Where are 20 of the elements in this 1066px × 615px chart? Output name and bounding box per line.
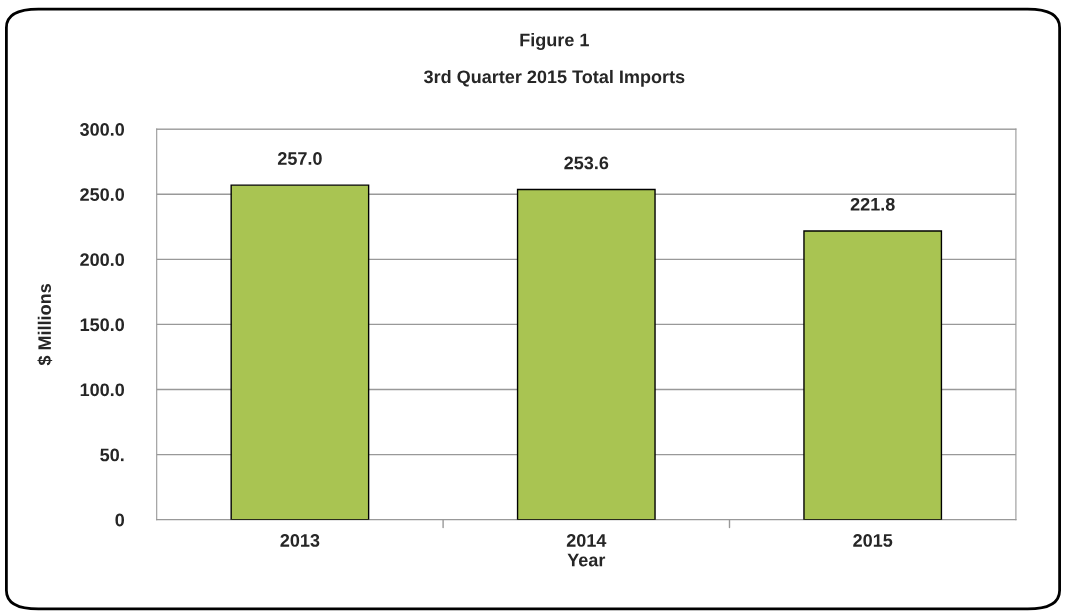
y-tick-label: 0 [115,513,125,527]
x-tick-label: 2013 [280,534,320,547]
x-tick-label: 2015 [853,534,893,547]
data-label: 257.0 [277,152,322,165]
y-tick-label: 300.0 [79,123,125,136]
bar [230,184,370,520]
bar [803,230,943,520]
data-label: 221.8 [850,197,895,211]
y-tick-label: 250.0 [80,188,125,201]
y-tick-label: 100.0 [80,383,125,397]
y-axis-title: $ Millions [37,284,53,366]
y-tick-label: 50. [100,448,124,462]
chart-title: Figure 1 [520,33,589,50]
chart-subtitle: 3rd Quarter 2015 Total Imports [423,69,685,87]
x-tick-label: 2014 [566,534,607,547]
data-label: 253.6 [564,156,609,170]
x-axis-title: Year [567,553,606,567]
y-tick-label: 200.0 [80,253,125,267]
bar [516,188,656,520]
y-tick-label: 150.0 [80,318,125,332]
